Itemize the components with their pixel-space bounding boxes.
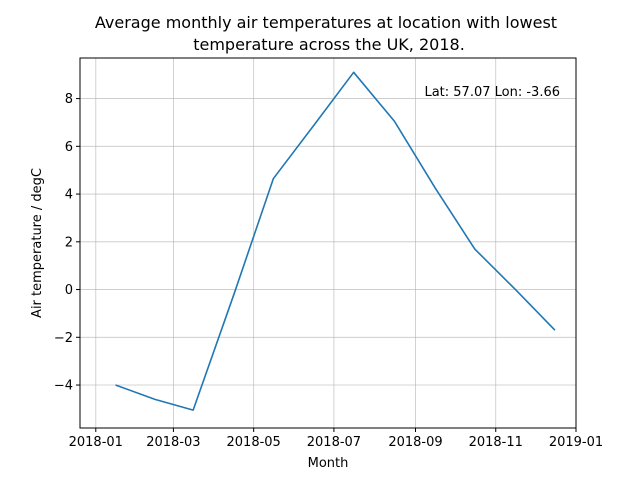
y-tick-label: 4 [65, 188, 73, 203]
y-axis: −4 −2 0 2 4 6 8 [54, 92, 80, 394]
x-tick-label: 2018-07 [307, 435, 361, 450]
x-tick-label: 2018-01 [69, 435, 123, 450]
chart-title-line2: temperature across the UK, 2018. [193, 35, 465, 54]
y-tick-label: −4 [54, 379, 73, 394]
chart-title-line1: Average monthly air temperatures at loca… [95, 13, 557, 32]
x-axis-label: Month [308, 456, 349, 471]
x-tick-label: 2018-11 [469, 435, 523, 450]
grid [80, 58, 577, 428]
y-axis-label: Air temperature / degC [30, 168, 45, 318]
series-layer [115, 71, 556, 411]
y-tick-label: 6 [65, 140, 73, 155]
x-tick-label: 2018-03 [146, 435, 200, 450]
y-tick-label: 2 [65, 235, 73, 250]
x-tick-label: 2019-01 [549, 435, 603, 450]
x-tick-label: 2018-09 [388, 435, 442, 450]
y-tick-label: −2 [54, 331, 73, 346]
series-line [115, 71, 556, 411]
y-tick-label: 8 [65, 92, 73, 107]
y-tick-label: 0 [65, 283, 73, 298]
x-axis: 2018-01 2018-03 2018-05 2018-07 2018-09 2018-… [69, 428, 603, 450]
plot-frame [79, 57, 577, 429]
location-annotation: Lat: 57.07 Lon: -3.66 [424, 85, 560, 100]
x-tick-label: 2018-05 [227, 435, 281, 450]
